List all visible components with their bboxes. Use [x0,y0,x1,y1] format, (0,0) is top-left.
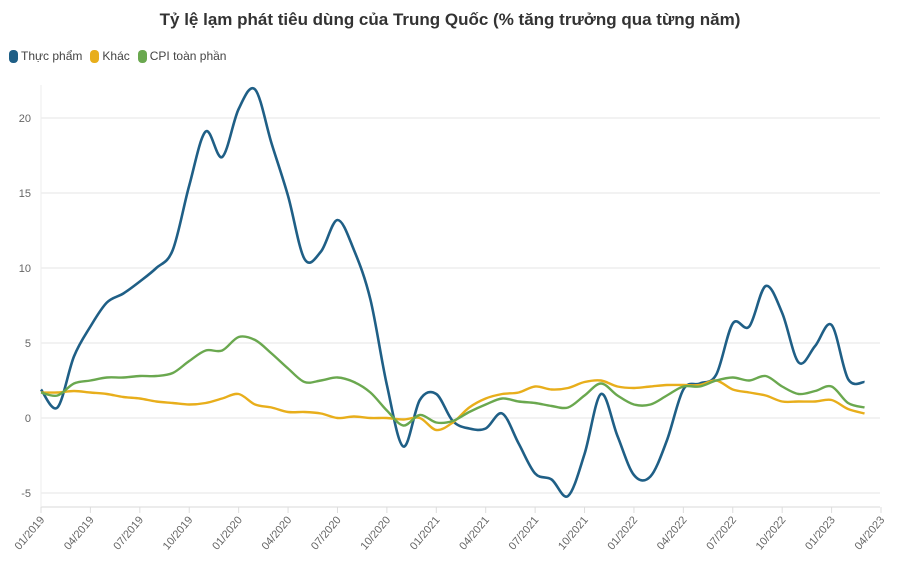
x-tick-label: 07/2019 [111,514,146,552]
legend-swatch [9,49,18,63]
y-tick-label: 15 [19,188,31,200]
y-tick-label: 5 [25,338,31,350]
x-tick-label: 04/2020 [260,514,295,552]
chart-title: Tỷ lệ lạm phát tiêu dùng của Trung Quốc … [159,10,741,29]
legend-swatch [137,49,147,63]
x-tick-label: 07/2021 [507,514,542,552]
series-line-0 [39,86,865,498]
x-tick-label: 01/2023 [803,514,838,552]
x-tick-label: 10/2021 [556,514,591,552]
x-tick-label: 04/2023 [853,514,888,552]
legend: Thực phẩm Khác CPI toàn phần [9,49,226,63]
x-tick-label: 01/2020 [210,514,245,552]
y-tick-label: 0 [25,413,31,425]
legend-swatch [90,49,100,63]
legend-item-food[interactable]: Thực phẩm [9,49,82,63]
x-tick-label: 10/2022 [754,514,789,552]
legend-label: Thực phẩm [21,49,83,63]
y-tick-label: 10 [19,263,31,275]
x-tick-label: 04/2021 [457,514,492,552]
x-tick-label: 01/2022 [605,514,640,552]
x-tick-label: 04/2019 [62,514,97,552]
x-tick-label: 10/2020 [358,514,393,552]
x-tick-label: 01/2019 [13,514,48,552]
legend-item-other[interactable]: Khác [90,49,130,63]
x-tick-label: 07/2020 [309,514,344,552]
series-line-1 [40,379,865,432]
y-tick-label: -5 [21,488,31,500]
series-line-2 [40,335,865,427]
x-tick-label: 04/2022 [655,514,690,552]
x-tick-label: 01/2021 [408,514,443,552]
legend-item-cpi[interactable]: CPI toàn phần [137,49,227,63]
x-tick-label: 10/2019 [161,514,196,552]
legend-label: Khác [102,49,130,63]
x-tick-label: 07/2022 [704,514,739,552]
y-tick-label: 20 [19,113,31,125]
legend-label: CPI toàn phần [149,49,227,63]
